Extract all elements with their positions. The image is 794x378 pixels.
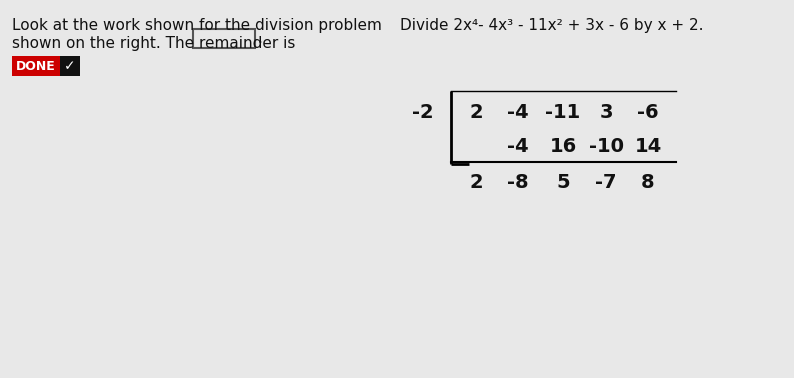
Text: 8: 8	[642, 172, 655, 192]
Text: Look at the work shown for the division problem: Look at the work shown for the division …	[12, 18, 382, 33]
Text: -6: -6	[638, 104, 659, 122]
Text: shown on the right. The remainder is: shown on the right. The remainder is	[12, 36, 295, 51]
Text: -7: -7	[596, 172, 617, 192]
Text: .: .	[257, 31, 262, 46]
FancyBboxPatch shape	[12, 56, 60, 76]
FancyBboxPatch shape	[60, 56, 80, 76]
Text: -10: -10	[588, 136, 623, 155]
FancyBboxPatch shape	[193, 29, 255, 48]
Text: -2: -2	[412, 104, 434, 122]
Text: 3: 3	[599, 104, 613, 122]
Text: -11: -11	[545, 104, 580, 122]
Text: 2: 2	[469, 104, 483, 122]
Text: Divide 2x⁴- 4x³ - 11x² + 3x - 6 by x + 2.: Divide 2x⁴- 4x³ - 11x² + 3x - 6 by x + 2…	[400, 18, 703, 33]
Text: ✓: ✓	[64, 59, 75, 73]
Text: -4: -4	[507, 136, 529, 155]
Text: 2: 2	[469, 172, 483, 192]
Text: -8: -8	[507, 172, 529, 192]
Text: DONE: DONE	[16, 59, 56, 73]
Text: 16: 16	[549, 136, 576, 155]
Text: 14: 14	[634, 136, 661, 155]
Text: 5: 5	[556, 172, 570, 192]
Text: -4: -4	[507, 104, 529, 122]
